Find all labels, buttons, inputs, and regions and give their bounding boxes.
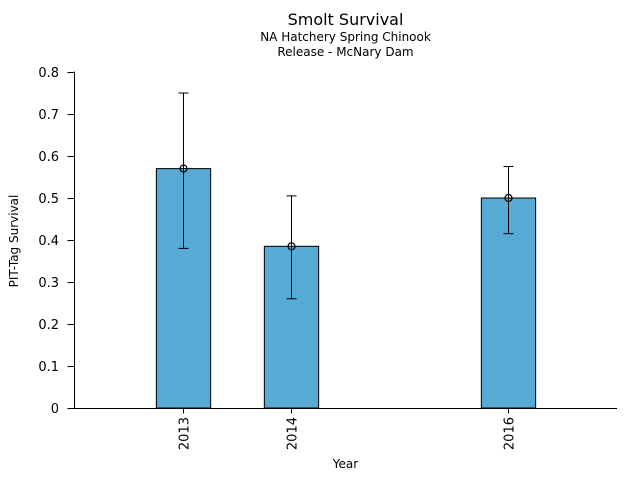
x-tick-label: 2014 [285,417,300,450]
point-marker [179,164,188,173]
chart-subtitle-line2: Release - McNary Dam [277,45,414,59]
y-tick-label: 0.6 [38,150,59,165]
y-tick-label: 0 [51,402,59,417]
x-tick-label: 2016 [502,417,517,450]
x-axis-label: Year [332,457,359,471]
y-tick-label: 0.8 [38,66,59,81]
point-marker [504,193,513,203]
chart-title: Smolt Survival [287,10,404,29]
chart-subtitle-line1: NA Hatchery Spring Chinook [260,30,431,44]
y-tick-label: 0.2 [38,318,59,333]
point-marker [287,242,296,251]
y-tick-label: 0.7 [38,108,59,123]
y-tick-label: 0.4 [38,234,59,249]
y-tick-label: 0.1 [38,360,59,375]
y-tick-label: 0.3 [38,276,59,291]
y-tick-label: 0.5 [38,192,59,207]
x-tick-label: 2013 [177,417,192,450]
